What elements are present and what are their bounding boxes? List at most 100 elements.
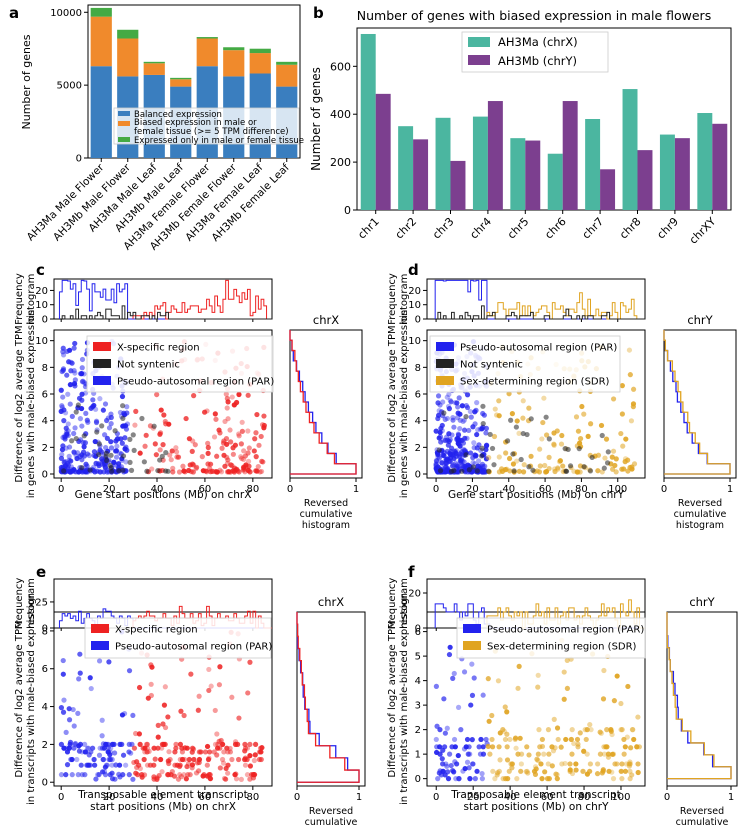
point-e-263 — [256, 749, 263, 755]
legend-c-box — [86, 335, 274, 393]
point-d-293 — [479, 461, 486, 467]
point-c-428 — [213, 469, 219, 475]
point-e-232 — [233, 771, 239, 777]
point-e-295 — [225, 762, 231, 768]
cum-c-steps — [289, 330, 357, 475]
legend-b-swatch-x — [468, 37, 490, 47]
point-f-140 — [561, 696, 567, 702]
point-f-234 — [512, 735, 519, 741]
point-e-181 — [218, 737, 224, 744]
point-e-319 — [217, 745, 223, 751]
point-f-77 — [442, 772, 448, 778]
point-c-112 — [72, 425, 78, 431]
point-c-490 — [104, 458, 110, 464]
point-c-217 — [91, 464, 97, 470]
point-c-504 — [139, 415, 145, 422]
point-c-62 — [119, 440, 125, 446]
point-f-95 — [601, 667, 607, 674]
point-c-462 — [224, 469, 231, 475]
point-f-259 — [497, 757, 503, 763]
point-c-414 — [246, 445, 252, 451]
point-d-107 — [435, 393, 442, 399]
point-f-51 — [456, 776, 462, 782]
point-f-112 — [541, 751, 547, 757]
point-c-15 — [92, 438, 98, 445]
point-f-27 — [444, 763, 450, 769]
point-c-457 — [240, 467, 247, 473]
point-c-71 — [86, 452, 92, 459]
point-c-330 — [143, 432, 149, 438]
point-f-179 — [549, 763, 555, 769]
point-f-97 — [534, 756, 540, 762]
point-c-161 — [66, 444, 73, 450]
bar-a-1-1 — [90, 66, 112, 158]
point-d-418 — [610, 466, 616, 472]
point-c-487 — [151, 423, 157, 429]
point-f-157 — [555, 736, 561, 743]
yticklabel-e-2: 2 — [42, 740, 48, 751]
point-d-11 — [442, 416, 448, 422]
point-c-3 — [58, 387, 64, 393]
legend-f-label-0: Pseudo-autosomal region (PAR) — [487, 625, 644, 636]
point-c-351 — [157, 447, 163, 453]
bar-b-x-chr8 — [622, 89, 638, 210]
point-e-56 — [109, 762, 115, 768]
point-c-420 — [157, 430, 164, 436]
xlabel-f: Transposable element transcript start pos… — [450, 789, 621, 813]
point-e-288 — [196, 759, 202, 766]
point-d-284 — [456, 441, 462, 447]
point-c-404 — [225, 399, 231, 405]
point-c-426 — [259, 422, 266, 428]
point-d-169 — [464, 435, 470, 441]
point-e-91 — [97, 745, 103, 751]
point-d-297 — [439, 428, 445, 434]
cum-xticklabel-d-0: 0 — [661, 484, 667, 495]
hist-ylabel-f: Frequencyhistogram — [387, 578, 410, 630]
point-e-195 — [247, 659, 253, 665]
point-d-344 — [610, 448, 617, 454]
cum-title-c: chrX — [313, 313, 339, 327]
point-c-14 — [90, 397, 96, 403]
point-c-509 — [120, 453, 127, 459]
point-d-389 — [520, 469, 527, 475]
point-c-410 — [137, 450, 143, 456]
point-e-96 — [116, 771, 122, 777]
point-c-193 — [61, 418, 67, 424]
point-e-84 — [126, 668, 133, 674]
cum-e-series-0 — [296, 612, 360, 783]
point-d-497 — [546, 436, 552, 442]
xticklabel-c-40: 40 — [151, 484, 164, 495]
point-c-480 — [96, 441, 102, 447]
point-c-300 — [173, 449, 180, 455]
point-c-61 — [59, 403, 65, 409]
point-d-282 — [461, 459, 467, 465]
point-d-342 — [521, 462, 527, 468]
point-c-496 — [144, 468, 150, 474]
point-e-170 — [206, 749, 213, 755]
yticklabel-a-5000: 5000 — [57, 81, 82, 92]
point-e-216 — [186, 756, 192, 763]
point-c-36 — [66, 453, 72, 459]
point-f-48 — [442, 730, 448, 736]
point-d-468 — [486, 455, 492, 461]
bar-b-y-chrXY — [712, 123, 728, 210]
point-e-100 — [75, 772, 81, 778]
yticklabel-c-8: 8 — [42, 363, 48, 374]
point-d-387 — [506, 391, 512, 397]
point-e-272 — [134, 772, 141, 778]
point-e-73 — [93, 776, 99, 782]
point-c-185 — [101, 469, 107, 475]
point-e-265 — [158, 756, 164, 763]
point-c-493 — [75, 402, 81, 408]
point-e-78 — [101, 756, 107, 763]
scatter-c-frame — [53, 329, 273, 479]
point-c-276 — [79, 423, 85, 429]
point-c-48 — [68, 368, 74, 374]
point-d-513 — [463, 414, 469, 420]
point-e-131 — [159, 769, 165, 775]
point-f-83 — [549, 744, 555, 750]
point-d-435 — [551, 430, 557, 436]
point-d-504 — [508, 417, 514, 423]
point-c-367 — [253, 454, 259, 460]
